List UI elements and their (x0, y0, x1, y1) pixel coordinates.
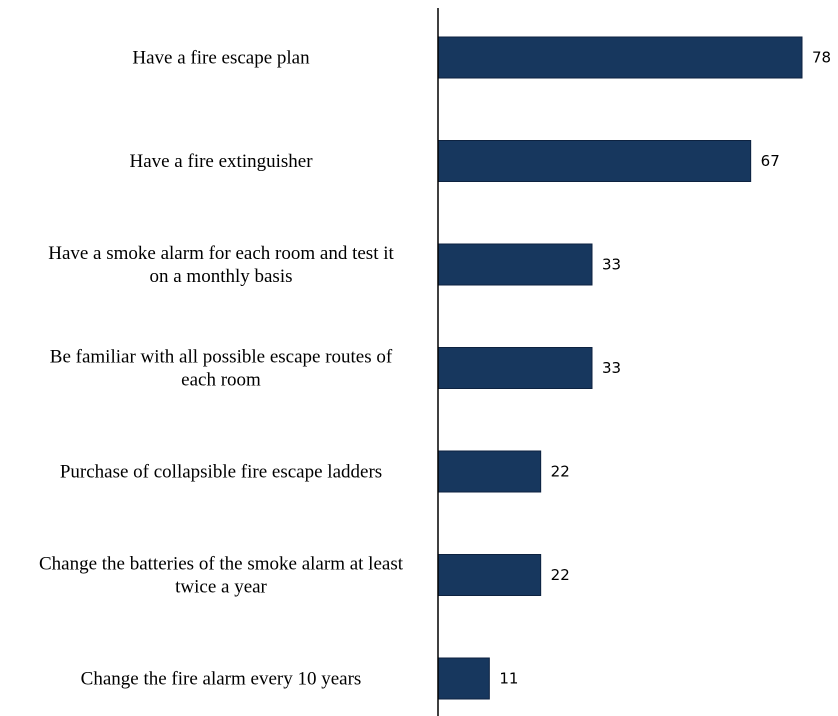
category-label-line: Change the fire alarm every 10 years (81, 669, 362, 690)
category-label-line: twice a year (175, 577, 267, 598)
bar-1 (437, 36, 803, 79)
category-label-line: each room (181, 370, 261, 391)
value-labels-layer: 78 67 33 33 22 22 11 (499, 49, 831, 688)
category-label-7: Change the fire alarm every 10 years (81, 669, 362, 690)
value-label-3: 33 (602, 256, 621, 274)
value-label-5: 22 (551, 463, 570, 481)
category-label-4: Be familiar with all possible escape rou… (50, 347, 393, 391)
value-label-2: 67 (761, 152, 780, 170)
category-labels-layer: Have a fire escape plan Have a fire exti… (39, 48, 404, 690)
bar-5 (437, 450, 542, 493)
category-label-2: Have a fire extinguisher (129, 151, 313, 172)
category-label-5: Purchase of collapsible fire escape ladd… (60, 462, 382, 483)
value-label-1: 78 (812, 49, 831, 67)
category-label-line: Be familiar with all possible escape rou… (50, 347, 393, 368)
category-label-line: on a monthly basis (149, 266, 292, 287)
category-label-line: Have a smoke alarm for each room and tes… (48, 243, 394, 264)
category-label-1: Have a fire escape plan (132, 48, 310, 69)
category-label-line: Have a fire escape plan (132, 48, 310, 69)
value-label-7: 11 (499, 670, 518, 688)
category-label-3: Have a smoke alarm for each room and tes… (48, 243, 394, 287)
bar-7 (437, 657, 490, 700)
bar-2 (437, 140, 752, 182)
bar-6 (437, 554, 542, 596)
category-label-line: Have a fire extinguisher (129, 151, 313, 172)
value-label-6: 22 (551, 566, 570, 584)
bars-layer (437, 36, 803, 700)
bar-3 (437, 243, 593, 286)
category-label-line: Change the batteries of the smoke alarm … (39, 554, 404, 575)
value-label-4: 33 (602, 359, 621, 377)
category-label-line: Purchase of collapsible fire escape ladd… (60, 462, 382, 483)
bar-4 (437, 347, 593, 389)
category-label-6: Change the batteries of the smoke alarm … (39, 554, 404, 598)
